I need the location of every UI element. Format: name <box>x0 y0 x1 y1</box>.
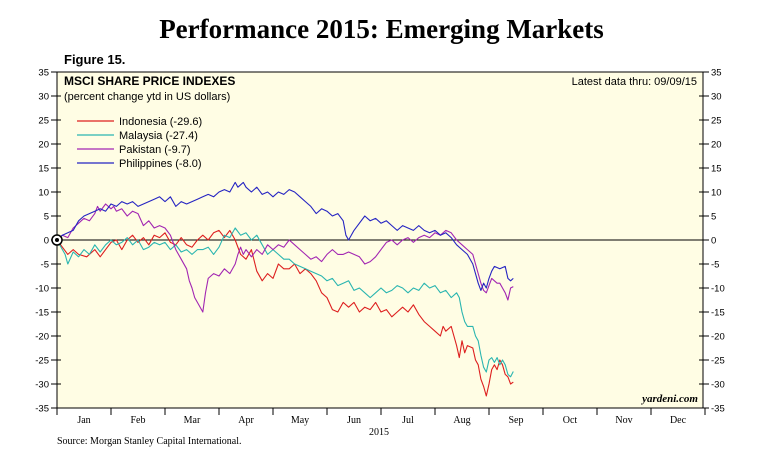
y-tick-label-right: -15 <box>711 308 725 319</box>
y-tick-label-right: 30 <box>711 92 722 103</box>
y-tick-label-right: -35 <box>711 404 725 415</box>
legend: Indonesia (-29.6) Malaysia (-27.4) Pakista… <box>77 116 202 170</box>
panel-subtitle: (percent change ytd in US dollars) <box>64 91 230 103</box>
legend-label: Pakistan (-9.7) <box>119 144 191 156</box>
watermark: yardeni.com <box>640 393 698 405</box>
y-tick-label-left: 25 <box>38 116 49 127</box>
x-tick-label: Mar <box>184 415 201 426</box>
y-tick-label-left: 20 <box>38 140 49 151</box>
page-title: Performance 2015: Emerging Markets <box>159 14 604 44</box>
x-tick-label: Sep <box>509 415 524 426</box>
y-tick-label-left: -15 <box>35 308 49 319</box>
y-tick-label-right: 20 <box>711 140 722 151</box>
y-tick-label-right: 5 <box>711 212 716 223</box>
origin-marker-dot <box>55 238 59 242</box>
y-tick-label-right: 35 <box>711 68 722 79</box>
panel-title: MSCI SHARE PRICE INDEXES <box>64 74 235 88</box>
x-tick-label: Dec <box>670 415 687 426</box>
y-tick-label-left: -35 <box>35 404 49 415</box>
y-tick-label-left: -20 <box>35 332 49 343</box>
figure-label: Figure 15. <box>64 52 126 67</box>
y-tick-label-left: -5 <box>41 260 49 271</box>
series-line-1 <box>56 227 514 378</box>
y-tick-label-left: 35 <box>38 68 49 79</box>
y-tick-label-right: 0 <box>711 236 716 247</box>
series-group <box>56 181 514 397</box>
y-tick-label-left: 15 <box>38 164 49 175</box>
latest-data-note: Latest data thru: 09/09/15 <box>572 76 697 88</box>
y-tick-label-right: -20 <box>711 332 725 343</box>
x-axis: Jan Feb Mar Apr May Jun Jul Aug Sep Oct Nov Dec <box>56 408 706 426</box>
x-tick-label: Apr <box>238 415 254 426</box>
y-axis-left: 35 30 25 20 15 10 5 0 -5 -10 -15 -20 -25 -30 -35 <box>35 68 61 415</box>
x-tick-label: May <box>291 415 309 426</box>
y-tick-label-right: -30 <box>711 380 725 391</box>
x-tick-label: Jan <box>77 415 90 426</box>
series-line-0 <box>56 229 514 397</box>
y-axis-right: 35 30 25 20 15 10 5 0 -5 -10 -15 -20 -25 -30 -35 <box>699 68 725 415</box>
x-tick-label: Aug <box>453 415 470 426</box>
x-tick-label: Nov <box>615 415 632 426</box>
y-tick-label-left: 5 <box>44 212 49 223</box>
y-tick-label-right: 25 <box>711 116 722 127</box>
y-tick-label-left: 30 <box>38 92 49 103</box>
legend-label: Indonesia (-29.6) <box>119 116 202 128</box>
y-tick-label-left: 10 <box>38 188 49 199</box>
x-tick-label: Oct <box>563 415 578 426</box>
series-line-2 <box>56 203 514 313</box>
y-tick-label-left: -30 <box>35 380 49 391</box>
year-label: 2015 <box>369 427 389 438</box>
y-tick-label-right: -10 <box>711 284 725 295</box>
x-tick-label: Feb <box>131 415 146 426</box>
y-tick-label-right: -5 <box>711 260 719 271</box>
x-tick-label: Jun <box>347 415 361 426</box>
x-tick-label: Jul <box>402 415 414 426</box>
y-tick-label-left: -10 <box>35 284 49 295</box>
legend-label: Malaysia (-27.4) <box>119 130 198 142</box>
source-note: Source: Morgan Stanley Capital Internati… <box>57 436 242 447</box>
y-tick-label-right: -25 <box>711 356 725 367</box>
y-tick-label-left: -25 <box>35 356 49 367</box>
y-tick-label-right: 10 <box>711 188 722 199</box>
y-tick-label-right: 15 <box>711 164 722 175</box>
y-tick-label-left: 0 <box>44 236 49 247</box>
series-line-3 <box>56 181 514 291</box>
legend-label: Philippines (-8.0) <box>119 158 202 170</box>
